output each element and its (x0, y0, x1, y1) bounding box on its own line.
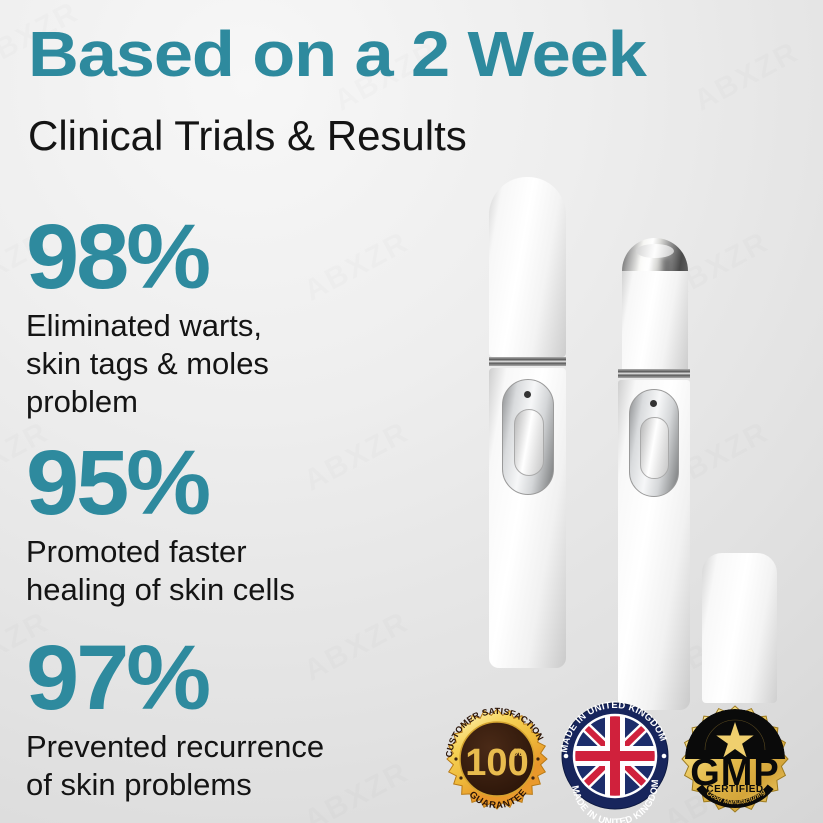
svg-text:CERTIFIED: CERTIFIED (706, 784, 763, 795)
svg-text:Good Manufacturing Practices: Good Manufacturing Practices (0, 0, 767, 806)
svg-text:%: % (513, 747, 523, 759)
